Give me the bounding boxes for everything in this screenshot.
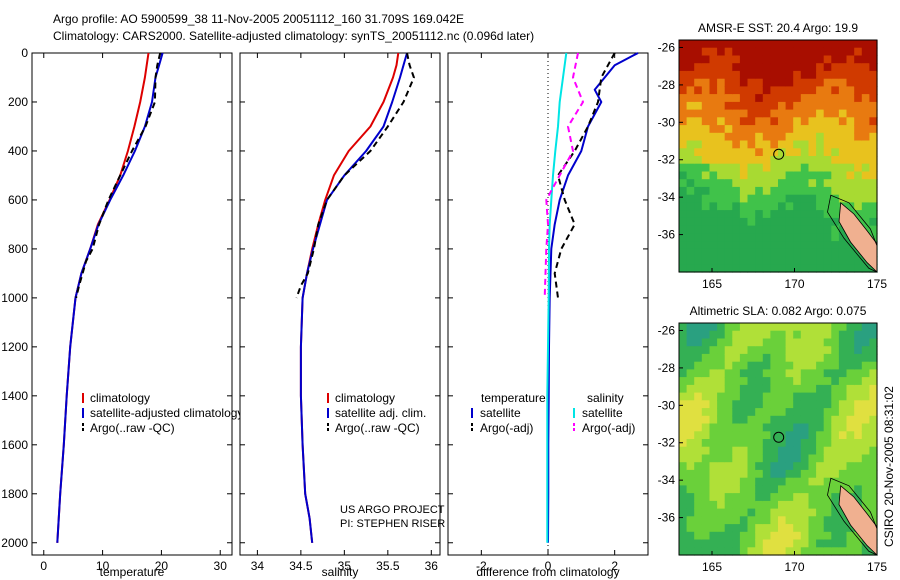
depth-tick-label: 200 [8, 95, 28, 109]
depth-tick-label: 2000 [1, 536, 28, 550]
sst-ytick-label: -34 [658, 190, 676, 204]
salinity-legend-label: climatology [335, 391, 395, 405]
salinity-xtick-label: 34.5 [289, 559, 313, 573]
sst-xtick-label: 170 [784, 277, 804, 291]
sst-ytick-label: -28 [658, 78, 676, 92]
sla-map-title: Altimetric SLA: 0.082 Argo: 0.075 [690, 304, 867, 318]
temperature-series-argo-raw-qc- [75, 52, 162, 299]
difference-legend-title-salinity: salinity [587, 391, 624, 405]
sla-ytick-label: -34 [658, 473, 676, 487]
sla-map-field [679, 323, 878, 556]
depth-tick-label: 800 [8, 242, 28, 256]
timestamp-stamp: CSIRO 20-Nov-2005 08:31:02 [882, 386, 896, 547]
depth-tick-label: 1800 [1, 487, 28, 501]
sst-xtick-label: 175 [867, 277, 887, 291]
difference-xtick-label: 2 [611, 559, 618, 573]
sst-ytick-label: -32 [658, 153, 676, 167]
sla-ytick-label: -32 [658, 436, 676, 450]
salinity-series-argo-raw-qc- [295, 52, 415, 299]
salinity-xtick-label: 36 [425, 559, 439, 573]
difference-series-salinity-satellite [546, 52, 568, 543]
salinity-axis-label: salinity [322, 565, 359, 579]
sla-xtick-label: 165 [702, 560, 722, 574]
sla-ytick-label: -26 [658, 323, 676, 337]
difference-series-temperature-argo-adj- [553, 52, 616, 299]
sst-map-frame [678, 39, 878, 273]
temperature-legend-label: climatology [90, 391, 150, 405]
credit-pi: PI: STEPHEN RISER [340, 518, 446, 530]
temperature-axis-label: temperature [100, 565, 165, 579]
figure-title-line1: Argo profile: AO 5900599_38 11-Nov-2005 … [53, 12, 464, 26]
difference-axis-label: difference from climatology [476, 565, 619, 579]
depth-tick-label: 1000 [1, 291, 28, 305]
difference-series-temperature-satellite [547, 52, 639, 543]
sla-xtick-label: 175 [867, 560, 887, 574]
difference-legend-label: satellite [582, 406, 623, 420]
sla-ytick-label: -30 [658, 398, 676, 412]
temperature-xtick-label: 20 [155, 559, 169, 573]
difference-legend-title-temperature: temperature [481, 391, 546, 405]
difference-xtick-label: -2 [476, 559, 487, 573]
salinity-xtick-label: 34 [251, 559, 265, 573]
depth-tick-label: 1400 [1, 389, 28, 403]
sla-argo-marker [773, 431, 785, 443]
temperature-xtick-label: 0 [40, 559, 47, 573]
depth-tick-label: 600 [8, 193, 28, 207]
sst-argo-marker [773, 148, 785, 160]
figure-title-line2: Climatology: CARS2000. Satellite-adjuste… [53, 29, 535, 43]
salinity-legend-label: Argo(..raw -QC) [335, 421, 420, 435]
depth-tick-label: 400 [8, 144, 28, 158]
sst-map-title: AMSR-E SST: 20.4 Argo: 19.9 [698, 21, 858, 35]
temperature-legend-label: Argo(..raw -QC) [90, 421, 175, 435]
salinity-xtick-label: 35 [338, 559, 352, 573]
difference-xtick-label: 0 [545, 559, 552, 573]
difference-legend-label: Argo(-adj) [480, 421, 533, 435]
sst-ytick-label: -30 [658, 115, 676, 129]
salinity-xtick-label: 35.5 [376, 559, 400, 573]
sla-map-frame [678, 322, 878, 556]
difference-legend-label: Argo(-adj) [582, 421, 635, 435]
temperature-xtick-label: 10 [96, 559, 110, 573]
depth-tick-label: 1600 [1, 438, 28, 452]
salinity-legend-label: satellite adj. clim. [335, 406, 426, 420]
sst-xtick-label: 165 [702, 277, 722, 291]
sst-map-field [679, 40, 878, 273]
credit-project: US ARGO PROJECT [340, 504, 445, 516]
temperature-xtick-label: 30 [214, 559, 228, 573]
sla-ytick-label: -28 [658, 361, 676, 375]
depth-tick-label: 1200 [1, 340, 28, 354]
sst-ytick-label: -36 [658, 228, 676, 242]
difference-legend-label: satellite [480, 406, 521, 420]
depth-tick-label: 0 [21, 46, 28, 60]
sla-ytick-label: -36 [658, 511, 676, 525]
sla-xtick-label: 170 [784, 560, 804, 574]
temperature-legend-label: satellite-adjusted climatology [90, 406, 243, 420]
sst-ytick-label: -26 [658, 40, 676, 54]
salinity-plot-frame [239, 52, 441, 556]
